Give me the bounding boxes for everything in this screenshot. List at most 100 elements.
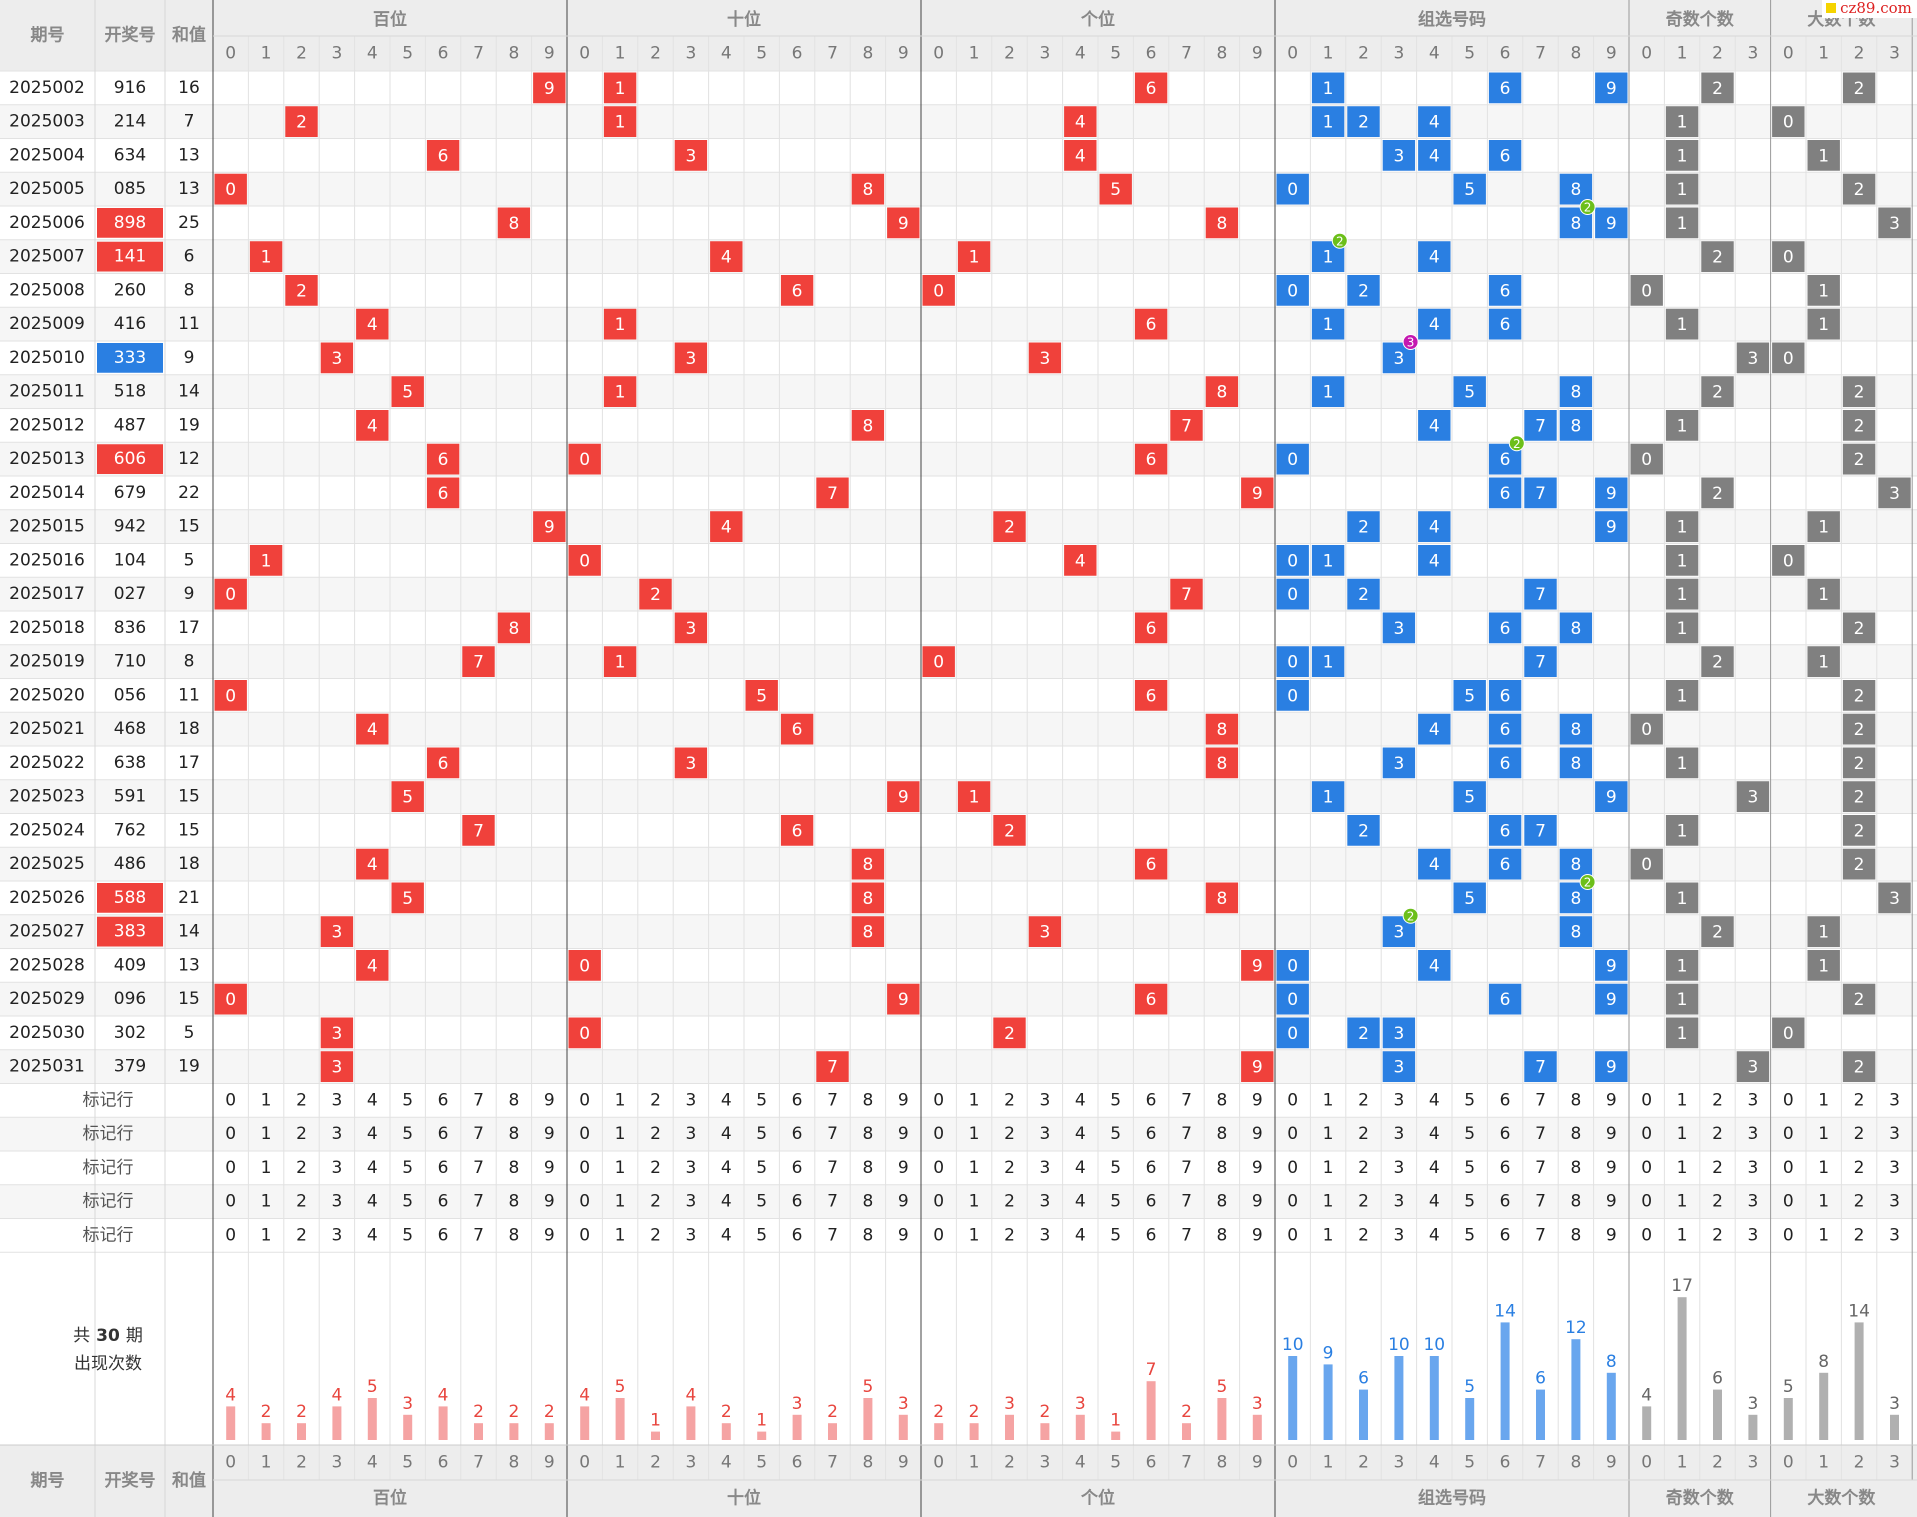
hit-cell [1134, 612, 1168, 644]
hit-cell [780, 815, 814, 846]
marker-cell: 1 [969, 1225, 980, 1245]
marker-cell: 9 [544, 1124, 555, 1144]
count-label: 10 [1423, 1335, 1445, 1355]
hit-value: 1 [1818, 923, 1829, 943]
marker-label: 标记行 [83, 1225, 134, 1245]
hit-cell [1595, 983, 1628, 1015]
marker-cell: 5 [402, 1090, 413, 1110]
col-label: 1 [1677, 44, 1688, 64]
hit-value: 0 [1783, 248, 1794, 268]
col-label: 1 [1323, 44, 1334, 64]
hit-cell [1418, 410, 1451, 441]
digit: 9 [135, 1057, 146, 1077]
hit-cell [426, 443, 460, 475]
marker-cell: 6 [792, 1124, 803, 1144]
hit-cell [780, 275, 814, 306]
hit-value: 0 [225, 686, 236, 706]
col-label: 6 [1146, 1453, 1157, 1473]
digit: 0 [114, 584, 125, 604]
col-label: 1 [1818, 44, 1829, 64]
repeat-badge [1508, 435, 1525, 452]
number-highlight [97, 883, 163, 913]
marker-cell: 8 [1216, 1225, 1227, 1245]
hit-value: 7 [473, 653, 484, 673]
marker-cell: 8 [508, 1090, 519, 1110]
draw-number: 468 [114, 719, 146, 739]
digit: 8 [114, 618, 125, 638]
marker-cell: 6 [792, 1090, 803, 1110]
count-bar [1075, 1414, 1085, 1440]
count-label: 3 [1889, 1394, 1900, 1414]
hit-cell [1276, 1017, 1309, 1049]
marker-cell: 0 [933, 1090, 944, 1110]
digit: 7 [135, 415, 146, 435]
count-bar [1465, 1398, 1475, 1440]
count-bar [898, 1414, 908, 1440]
hit-cell [745, 680, 778, 711]
marker-cell: 8 [1216, 1090, 1227, 1110]
count-label: 2 [508, 1402, 519, 1422]
digit: 0 [125, 550, 136, 570]
hit-value: 6 [1500, 619, 1511, 639]
hit-value: 8 [508, 619, 519, 639]
count-bar [438, 1406, 448, 1440]
hit-cell [249, 241, 283, 272]
digit: 1 [135, 787, 146, 807]
marker-cell: 3 [1393, 1192, 1404, 1212]
hit-value: 4 [1429, 720, 1440, 740]
digit: 3 [114, 922, 125, 942]
hit-cell [1665, 511, 1699, 542]
hit-value: 8 [1570, 889, 1581, 909]
marker-cell: 4 [1429, 1124, 1440, 1144]
marker-cell: 0 [579, 1192, 590, 1212]
hit-value: 2 [1358, 113, 1369, 133]
digit: 8 [125, 922, 136, 942]
marker-cell: 1 [261, 1090, 272, 1110]
marker-cell: 3 [685, 1225, 696, 1245]
hit-cell [1701, 376, 1734, 407]
hit-cell [497, 612, 531, 644]
hit-value: 1 [1323, 653, 1334, 673]
col-label: 8 [508, 1453, 519, 1473]
hit-cell [1276, 275, 1309, 306]
hit-cell [1488, 477, 1522, 509]
hit-cell [1488, 308, 1522, 340]
marker-cell: 9 [544, 1192, 555, 1212]
marker-cell: 8 [1570, 1090, 1581, 1110]
marker-cell: 4 [367, 1158, 378, 1178]
col-label: 0 [1641, 44, 1652, 64]
digit: 4 [114, 955, 125, 975]
marker-label: 标记行 [83, 1192, 134, 1212]
draw-number: 416 [114, 314, 146, 334]
hit-value: 9 [1606, 518, 1617, 538]
count-bar [403, 1414, 413, 1440]
marker-cell: 7 [827, 1225, 838, 1245]
repeat-badge [1579, 874, 1596, 890]
marker-cell: 6 [438, 1124, 449, 1144]
count-label: 14 [1848, 1301, 1870, 1321]
hit-cell [851, 410, 885, 441]
marker-cell: 7 [1535, 1090, 1546, 1110]
digit: 3 [114, 1057, 125, 1077]
hit-value: 1 [1677, 518, 1688, 538]
marker-cell: 5 [402, 1158, 413, 1178]
hit-cell [1665, 578, 1699, 610]
count-label: 2 [933, 1402, 944, 1422]
sum-value: 9 [184, 584, 195, 604]
col-label: 7 [473, 1453, 484, 1473]
col-label: 7 [827, 1453, 838, 1473]
hit-cell [1064, 545, 1097, 576]
hit-cell [1807, 646, 1840, 677]
hit-value: 2 [1854, 180, 1865, 200]
hit-value: 3 [1393, 1058, 1404, 1078]
hit-value: 2 [1712, 79, 1723, 99]
count-label: 3 [1252, 1394, 1263, 1414]
marker-cell: 5 [756, 1225, 767, 1245]
hit-cell [533, 72, 566, 104]
hit-cell [1665, 106, 1699, 137]
marker-cell: 4 [367, 1090, 378, 1110]
total-suffix: 期 [126, 1326, 143, 1346]
marker-cell: 3 [331, 1192, 342, 1212]
marker-cell: 0 [1641, 1158, 1652, 1178]
digit: 0 [135, 652, 146, 672]
